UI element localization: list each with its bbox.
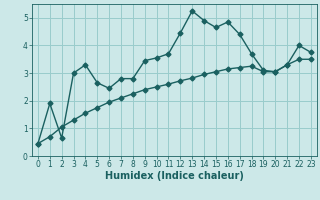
X-axis label: Humidex (Indice chaleur): Humidex (Indice chaleur) (105, 171, 244, 181)
